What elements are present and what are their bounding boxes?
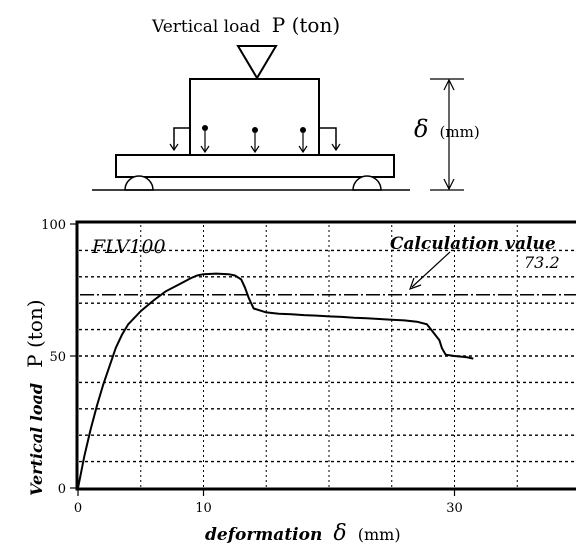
load-label: Vertical load P (ton) [151, 13, 340, 37]
base-beam [115, 154, 395, 178]
load-deformation-chart: 0 10 30 0 50 100 FLV100 Calculation value 73.… [23, 218, 576, 546]
y-axis-label: Vertical load P (ton) [23, 299, 47, 496]
deflection-symbol: δ [414, 115, 428, 143]
specimen-label: FLV100 [91, 236, 166, 258]
deflection-unit: (mm) [440, 123, 480, 141]
load-diagram: Vertical load P (ton) [92, 13, 480, 191]
y-tick-label: 100 [41, 218, 66, 233]
x-axis-label: deformation δ (mm) [205, 521, 401, 546]
deflection-label: δ (mm) [414, 115, 480, 143]
bracket-arrows [169, 143, 341, 152]
x-tick-label: 10 [195, 501, 212, 516]
x-tick-label: 30 [446, 501, 463, 516]
left-bracket [173, 127, 190, 150]
calculation-arrow-line [411, 251, 451, 288]
x-axis-label-unit: (mm) [358, 525, 401, 544]
load-label-prefix: Vertical load [151, 17, 260, 37]
y-tick-label: 0 [58, 482, 66, 497]
y-axis-label-word: Vertical load [27, 383, 46, 496]
gauge-right [298, 127, 308, 154]
x-tick-label: 0 [74, 501, 82, 516]
calculation-label: Calculation value [390, 234, 556, 254]
deflection-arrow-down-icon [443, 178, 455, 191]
y-tick-label: 50 [49, 350, 66, 365]
right-bracket [319, 127, 337, 150]
support-left [124, 175, 154, 191]
load-label-symbol: P (ton) [272, 13, 340, 37]
support-right [352, 175, 382, 191]
grid [79, 225, 576, 487]
y-axis-label-symbol: P (ton) [23, 299, 47, 367]
gauge-center [250, 127, 260, 154]
deflection-arrow-up-icon [443, 78, 455, 91]
gauge-left [200, 125, 210, 154]
calculation-arrow-icon [408, 277, 422, 291]
x-axis-label-word: deformation [205, 525, 322, 545]
series-line [77, 272, 474, 489]
calculation-value-label: 73.2 [524, 253, 560, 272]
ticks: 0 10 30 0 50 100 [41, 218, 463, 516]
load-triangle-icon [236, 45, 278, 80]
x-axis-label-symbol: δ [333, 521, 346, 546]
